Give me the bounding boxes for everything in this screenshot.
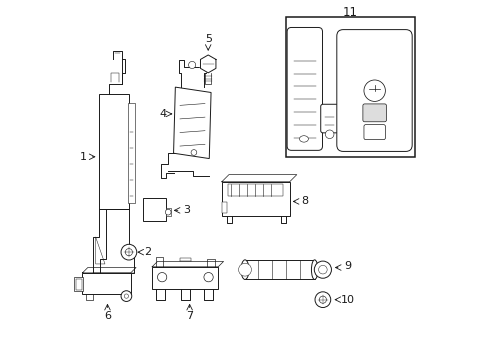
Text: 11: 11 bbox=[343, 6, 358, 19]
Bar bbox=[222, 182, 290, 216]
Bar bbox=[74, 277, 83, 292]
Bar bbox=[222, 202, 227, 213]
Circle shape bbox=[314, 261, 331, 278]
FancyBboxPatch shape bbox=[287, 27, 322, 150]
Bar bbox=[98, 94, 129, 208]
Circle shape bbox=[204, 273, 213, 282]
Bar bbox=[128, 103, 135, 203]
Bar bbox=[228, 184, 283, 196]
Circle shape bbox=[157, 273, 167, 282]
Bar bbox=[75, 279, 82, 290]
Circle shape bbox=[124, 294, 128, 298]
Circle shape bbox=[189, 62, 196, 68]
Bar bbox=[245, 260, 315, 279]
Circle shape bbox=[121, 244, 137, 260]
Bar bbox=[166, 207, 171, 216]
Polygon shape bbox=[200, 55, 216, 73]
FancyBboxPatch shape bbox=[321, 104, 339, 133]
Circle shape bbox=[319, 296, 326, 303]
Text: 4: 4 bbox=[159, 109, 167, 119]
Text: 1: 1 bbox=[80, 152, 87, 162]
Circle shape bbox=[121, 291, 132, 301]
Text: 5: 5 bbox=[205, 34, 212, 44]
Bar bbox=[82, 273, 131, 294]
Circle shape bbox=[125, 249, 132, 256]
Bar bbox=[143, 198, 167, 221]
Ellipse shape bbox=[312, 260, 318, 279]
Ellipse shape bbox=[299, 136, 308, 142]
Circle shape bbox=[325, 130, 334, 139]
FancyBboxPatch shape bbox=[363, 104, 387, 122]
Circle shape bbox=[165, 209, 171, 215]
FancyBboxPatch shape bbox=[337, 30, 412, 152]
Circle shape bbox=[191, 150, 197, 156]
Circle shape bbox=[315, 292, 331, 307]
Text: 9: 9 bbox=[344, 261, 351, 271]
Bar bbox=[286, 18, 415, 157]
Circle shape bbox=[318, 265, 327, 274]
Bar bbox=[152, 267, 218, 289]
Text: 10: 10 bbox=[341, 295, 355, 305]
Text: 2: 2 bbox=[144, 247, 151, 257]
Text: 7: 7 bbox=[186, 311, 193, 321]
Polygon shape bbox=[173, 87, 211, 158]
Circle shape bbox=[239, 263, 251, 276]
Text: 3: 3 bbox=[184, 205, 191, 215]
FancyBboxPatch shape bbox=[364, 125, 386, 140]
Text: 8: 8 bbox=[301, 197, 309, 206]
Text: 6: 6 bbox=[104, 311, 111, 321]
Circle shape bbox=[364, 80, 386, 102]
Ellipse shape bbox=[241, 260, 249, 279]
